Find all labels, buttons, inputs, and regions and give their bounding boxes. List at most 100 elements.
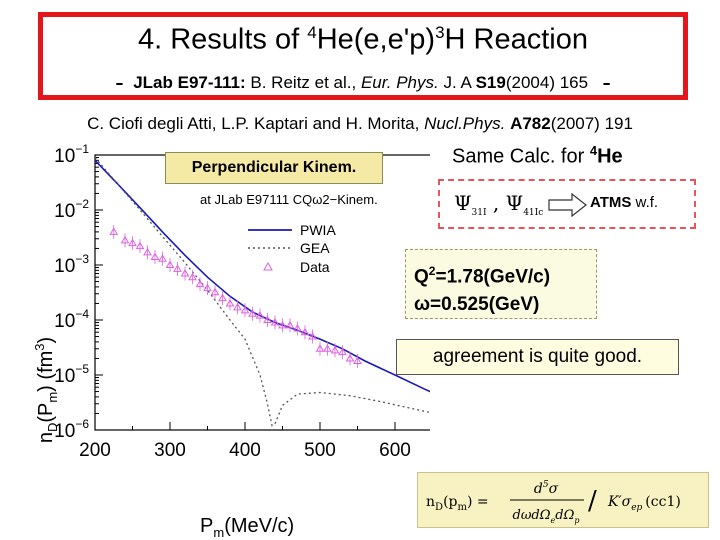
data-point: [240, 303, 250, 318]
data-marker: [293, 324, 302, 332]
data-marker: [315, 344, 325, 352]
data-point: [165, 258, 175, 272]
distribution-formula: nD(pm) = d5σ dωdΩedΩp / K′σep (cc1): [426, 480, 681, 525]
legend-label: Data: [300, 259, 330, 275]
omega-value: ω=0.525(GeV): [414, 294, 540, 316]
data-marker: [135, 241, 145, 250]
data-marker: [173, 264, 182, 272]
data-marker: [109, 227, 119, 235]
data-marker: [158, 254, 167, 262]
data-marker: [240, 305, 250, 314]
legend-label: PWIA: [300, 222, 336, 238]
momentum-distribution-chart: 10−1 10−2 10−3 10−4 10−5 10−6 200 300 400 500 600…: [32, 142, 430, 540]
svg-text:nD(pm) =: nD(pm) =: [426, 494, 489, 513]
wavefunction-symbols: Ψ31I , Ψ41Ic: [454, 191, 544, 218]
data-point: [353, 353, 362, 368]
x-tick-label: 500: [304, 440, 336, 461]
data-point: [195, 277, 205, 292]
formula-box: nD(pm) = d5σ dωdΩedΩp / K′σep (cc1): [417, 472, 709, 528]
data-point: [345, 351, 355, 366]
data-points: [109, 224, 362, 368]
x-tick-label: 600: [379, 440, 411, 461]
agreement-note: agreement is quite good.: [396, 339, 679, 375]
legend: PWIA GEA Data: [248, 222, 336, 275]
y-tick-label: 10−1: [54, 142, 89, 167]
legend-label: GEA: [300, 240, 330, 256]
wavefunction-box: Ψ31I , Ψ41Ic ATMS w.f.: [438, 179, 696, 229]
y-axis-label: nD(Pm) (fm3): [32, 337, 60, 443]
data-marker: [300, 327, 310, 336]
data-point: [128, 236, 137, 251]
data-point: [188, 270, 197, 285]
svg-text:dωdΩedΩp: dωdΩedΩp: [513, 508, 580, 525]
data-marker: [218, 293, 227, 302]
data-marker: [188, 272, 197, 281]
data-point: [270, 315, 280, 330]
data-marker: [338, 347, 347, 356]
data-marker: [270, 318, 280, 326]
data-point: [135, 239, 145, 254]
data-point: [109, 224, 119, 239]
data-marker: [263, 315, 272, 323]
data-point: [323, 341, 332, 356]
data-marker: [210, 287, 220, 296]
svg-text:d5σ: d5σ: [534, 480, 559, 497]
y-axis-ticks: 10−1 10−2 10−3 10−4 10−5 10−6: [54, 142, 103, 442]
curve-pwia: [94, 157, 430, 427]
chart-annotation: at JLab E97111 CQω2−Kinem.: [200, 192, 378, 207]
y-tick-label: 10−6: [54, 417, 89, 442]
same-calc-label: Same Calc. for 4He: [452, 143, 623, 168]
data-point: [330, 343, 340, 358]
data-marker: [323, 344, 332, 352]
data-marker: [330, 345, 340, 354]
y-tick-label: 10−3: [54, 252, 89, 277]
y-tick-label: 10−2: [54, 197, 89, 222]
x-tick-label: 400: [229, 440, 261, 461]
data-point: [248, 306, 257, 321]
svg-text:/: /: [588, 486, 597, 516]
data-point: [300, 325, 310, 340]
data-marker: [120, 235, 130, 244]
data-point: [308, 329, 317, 344]
x-tick-label: 200: [79, 440, 111, 461]
x-tick-label: 300: [154, 440, 186, 461]
data-point: [225, 296, 235, 311]
y-tick-label: 10−5: [54, 362, 89, 387]
data-point: [173, 261, 182, 276]
data-marker: [248, 309, 257, 317]
data-point: [120, 233, 130, 248]
y-tick-label: 10−4: [54, 307, 89, 332]
data-point: [338, 345, 347, 360]
data-marker: [278, 320, 287, 329]
legend-marker: [263, 261, 273, 271]
data-marker: [233, 302, 242, 311]
data-point: [150, 249, 160, 264]
data-point: [203, 281, 212, 296]
data-marker: [150, 252, 160, 260]
x-axis-label: Pm(MeV/c): [200, 515, 294, 540]
title-box: 4. Results of 4He(e,e'p)3H Reaction - JL…: [38, 12, 688, 100]
data-point: [233, 300, 242, 315]
data-point: [285, 318, 295, 333]
data-point: [143, 245, 152, 260]
data-point: [158, 251, 167, 266]
data-marker: [255, 311, 265, 319]
data-marker: [353, 356, 362, 364]
slide-title: 4. Results of 4He(e,e'p)3H Reaction: [137, 23, 589, 56]
data-marker: [180, 269, 190, 277]
perpendicular-kinematics-label: Perpendicular Kinem.: [165, 152, 383, 184]
data-point: [278, 318, 287, 333]
q2-value: Q2=1.78(GeV/c): [414, 264, 551, 288]
data-marker: [308, 332, 317, 340]
data-marker: [345, 353, 355, 362]
data-marker: [203, 283, 212, 292]
svg-text:K′σep(cc1): K′σep (cc1): [607, 494, 681, 513]
reference-ciofi: C. Ciofi degli Atti, L.P. Kaptari and H.…: [87, 114, 633, 133]
data-marker: [195, 279, 205, 288]
data-marker: [285, 320, 295, 329]
data-point: [263, 313, 272, 327]
data-point: [218, 291, 227, 306]
data-marker: [165, 260, 175, 268]
data-marker: [143, 247, 152, 256]
arrow-right-icon: [548, 193, 587, 217]
